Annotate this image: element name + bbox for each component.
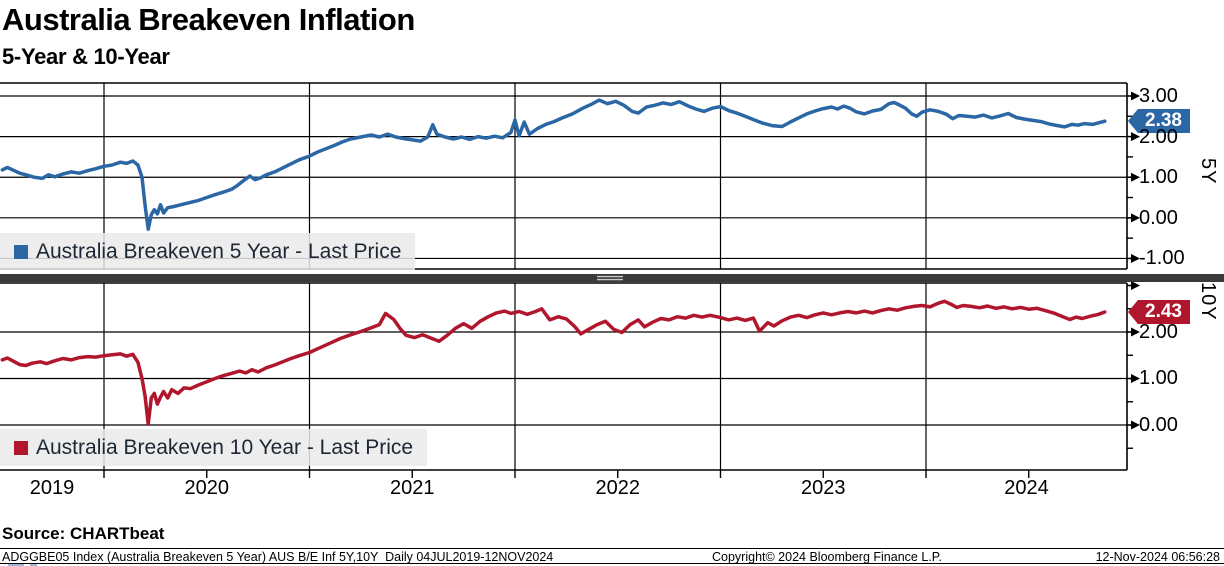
- y-tick-label: 1.00: [1139, 166, 1178, 189]
- series-line-10y: [0, 299, 1107, 426]
- y-tick-label: 0.00: [1139, 413, 1178, 436]
- x-tick-label: 2021: [390, 477, 435, 499]
- legend-label-5y: Australia Breakeven 5 Year - Last Price: [36, 239, 402, 263]
- page-title: Australia Breakeven Inflation: [2, 2, 415, 37]
- x-tick-label: 2023: [801, 477, 846, 499]
- footer-ticker-text: ADGGBE05 Index (Australia Breakeven 5 Ye…: [2, 550, 554, 564]
- x-tick-label: 2020: [184, 477, 230, 499]
- x-tick-label: 2022: [595, 477, 641, 499]
- legend-10-year[interactable]: Australia Breakeven 10 Year - Last Price: [0, 429, 428, 466]
- y-tick-label: 1.00: [1139, 367, 1178, 390]
- page-subtitle: 5-Year & 10-Year: [2, 44, 170, 69]
- footer-timestamp: 12-Nov-2024 06:56:28: [1095, 550, 1220, 564]
- footer-bar: ADGGBE05 Index (Australia Breakeven 5 Ye…: [0, 548, 1224, 564]
- y-axis-name-5y: 5Y: [1197, 158, 1219, 185]
- y-tick-label: 0.00: [1139, 206, 1178, 229]
- bottom-edge-artifact: [8, 564, 24, 566]
- legend-swatch-10y-icon: [14, 440, 28, 455]
- y-tick-label: 2.00: [1139, 321, 1178, 343]
- x-tick-label: 2019: [29, 477, 75, 499]
- last-price-badge-5y: 2.38: [1128, 109, 1190, 133]
- footer-copyright: Copyright© 2024 Bloomberg Finance L.P.: [712, 550, 942, 564]
- y-tick-label: 3.00: [1139, 84, 1178, 107]
- legend-label-10y: Australia Breakeven 10 Year - Last Price: [36, 435, 414, 459]
- y-axis-name-10y: 10Y: [1197, 282, 1219, 321]
- last-price-badge-10y: 2.43: [1128, 300, 1190, 324]
- legend-5-year[interactable]: Australia Breakeven 5 Year - Last Price: [0, 233, 416, 270]
- y-tick-label: 2.00: [1139, 125, 1178, 148]
- y-tick-label: -1.00: [1139, 247, 1185, 270]
- series-line-5y: [0, 98, 1107, 231]
- panel-divider[interactable]: [0, 274, 1224, 282]
- x-tick-label: 2024: [1004, 477, 1049, 499]
- bottom-edge-artifact: [30, 564, 37, 566]
- legend-swatch-5y-icon: [14, 244, 28, 259]
- source-label: Source: CHARTbeat: [2, 524, 165, 543]
